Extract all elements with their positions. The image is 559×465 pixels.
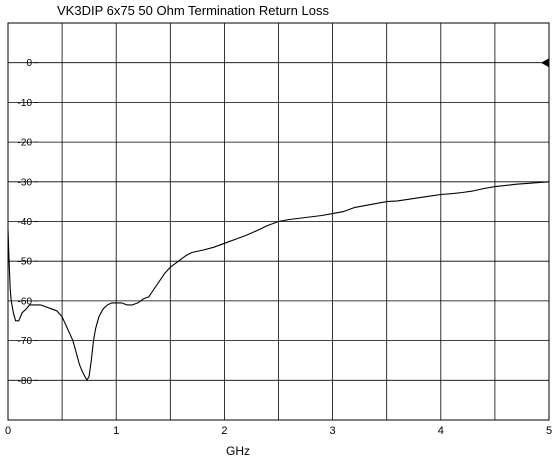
x-axis-label: GHz <box>226 444 250 458</box>
y-tick-label: -30 <box>18 177 33 188</box>
marker-layer <box>541 58 549 68</box>
x-tick-label: 2 <box>221 425 227 437</box>
y-tick-label: 0 <box>26 58 32 69</box>
y-tick-label: -50 <box>18 257 33 268</box>
plot-area <box>7 22 550 421</box>
y-tick-label: -10 <box>18 98 33 109</box>
chart-title: VK3DIP 6x75 50 Ohm Termination Return Lo… <box>57 3 329 18</box>
x-tick-label: 4 <box>438 425 444 437</box>
y-axis-tick-labels: 0 -10 -20 -30 -40 -50 -60 -70 -80 <box>18 58 38 387</box>
y-tick-label: -40 <box>18 217 33 228</box>
y-tick-label: -20 <box>18 138 33 149</box>
y-tick-label: -70 <box>18 336 33 347</box>
x-axis-tick-labels: 0 1 2 3 4 5 <box>5 425 552 437</box>
x-tick-label: 5 <box>546 425 552 437</box>
x-tick-label: 1 <box>113 425 119 437</box>
x-tick-label: 3 <box>330 425 336 437</box>
series-layer <box>7 181 550 381</box>
x-tick-label: 0 <box>5 425 11 437</box>
series-line <box>7 181 550 381</box>
y-tick-label: -60 <box>18 296 33 307</box>
y-tick-label: -80 <box>18 376 33 387</box>
reference-marker <box>541 58 549 68</box>
grid-lines <box>8 23 549 420</box>
